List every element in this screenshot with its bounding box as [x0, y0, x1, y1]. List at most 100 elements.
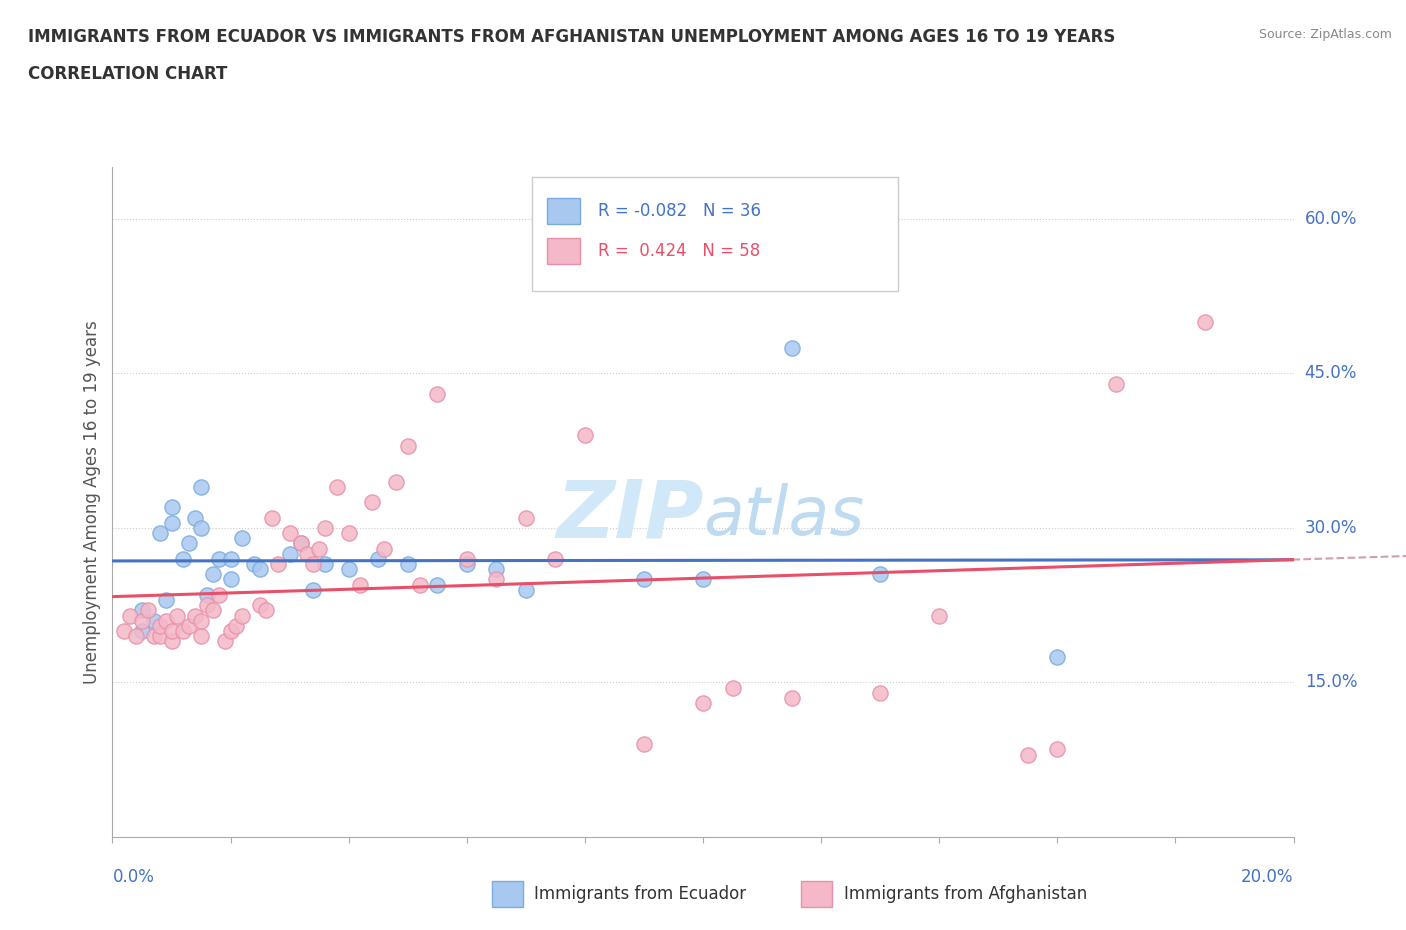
Text: Immigrants from Ecuador: Immigrants from Ecuador: [534, 884, 747, 903]
Point: [179, 618, 201, 633]
Point: [225, 618, 247, 633]
Point: [396, 438, 419, 453]
Point: [297, 546, 319, 561]
Point: [1194, 314, 1216, 329]
Text: 45.0%: 45.0%: [1305, 365, 1357, 382]
Point: [302, 556, 325, 571]
Text: 15.0%: 15.0%: [1305, 673, 1357, 692]
Point: [396, 556, 419, 571]
Point: [190, 479, 212, 494]
Text: 0.0%: 0.0%: [112, 868, 155, 885]
Point: [385, 474, 408, 489]
Point: [485, 562, 508, 577]
Point: [195, 588, 218, 603]
Point: [1105, 377, 1128, 392]
Text: ZIP: ZIP: [555, 476, 703, 554]
Point: [337, 525, 360, 540]
Point: [1017, 747, 1039, 762]
Point: [131, 613, 153, 628]
Point: [243, 556, 266, 571]
Point: [160, 634, 183, 649]
Point: [302, 582, 325, 597]
Point: [308, 541, 330, 556]
Point: [692, 696, 714, 711]
Point: [190, 521, 212, 536]
Point: [208, 588, 231, 603]
Point: [131, 603, 153, 618]
Point: [149, 525, 172, 540]
Point: [869, 567, 891, 582]
Point: [1046, 649, 1069, 664]
Text: R =  0.424   N = 58: R = 0.424 N = 58: [598, 243, 761, 260]
Point: [172, 551, 194, 566]
Point: [160, 500, 183, 515]
Point: [1046, 742, 1069, 757]
Point: [485, 572, 508, 587]
FancyBboxPatch shape: [547, 238, 581, 264]
Point: [574, 428, 596, 443]
Text: 20.0%: 20.0%: [1241, 868, 1294, 885]
Point: [214, 634, 236, 649]
Point: [149, 629, 172, 644]
Point: [201, 603, 224, 618]
Point: [349, 578, 371, 592]
Point: [314, 521, 336, 536]
Point: [231, 531, 253, 546]
Point: [456, 556, 478, 571]
Point: [136, 603, 159, 618]
Point: [278, 525, 301, 540]
Text: atlas: atlas: [703, 483, 865, 549]
Point: [160, 623, 183, 638]
Point: [314, 556, 336, 571]
Point: [219, 551, 242, 566]
Point: [179, 536, 201, 551]
Y-axis label: Unemployment Among Ages 16 to 19 years: Unemployment Among Ages 16 to 19 years: [83, 320, 101, 684]
Point: [254, 603, 277, 618]
Point: [190, 613, 212, 628]
Point: [633, 737, 655, 751]
Point: [131, 623, 153, 638]
Text: Immigrants from Afghanistan: Immigrants from Afghanistan: [844, 884, 1087, 903]
Point: [267, 556, 290, 571]
Point: [249, 562, 271, 577]
Point: [172, 623, 194, 638]
Text: CORRELATION CHART: CORRELATION CHART: [28, 65, 228, 83]
Point: [290, 536, 312, 551]
Point: [337, 562, 360, 577]
Point: [373, 541, 395, 556]
Point: [184, 608, 207, 623]
Text: 60.0%: 60.0%: [1305, 210, 1357, 228]
FancyBboxPatch shape: [531, 178, 898, 291]
Point: [515, 582, 537, 597]
Point: [166, 608, 188, 623]
Text: 30.0%: 30.0%: [1305, 519, 1357, 537]
Point: [219, 572, 242, 587]
Point: [426, 578, 449, 592]
Point: [780, 340, 803, 355]
Point: [326, 479, 349, 494]
Point: [208, 551, 231, 566]
Point: [120, 608, 142, 623]
Point: [928, 608, 950, 623]
Point: [142, 613, 165, 628]
Point: [142, 629, 165, 644]
Point: [155, 592, 177, 607]
Point: [112, 623, 135, 638]
Point: [426, 387, 449, 402]
Point: [249, 598, 271, 613]
Point: [155, 613, 177, 628]
Point: [456, 551, 478, 566]
Text: R = -0.082   N = 36: R = -0.082 N = 36: [598, 202, 761, 220]
Point: [721, 680, 744, 695]
Point: [231, 608, 253, 623]
Point: [201, 567, 224, 582]
Point: [195, 598, 218, 613]
Point: [260, 511, 283, 525]
Point: [692, 572, 714, 587]
Text: IMMIGRANTS FROM ECUADOR VS IMMIGRANTS FROM AFGHANISTAN UNEMPLOYMENT AMONG AGES 1: IMMIGRANTS FROM ECUADOR VS IMMIGRANTS FR…: [28, 28, 1115, 46]
Point: [184, 511, 207, 525]
Point: [190, 629, 212, 644]
Text: Source: ZipAtlas.com: Source: ZipAtlas.com: [1258, 28, 1392, 41]
Point: [780, 690, 803, 705]
Point: [367, 551, 389, 566]
